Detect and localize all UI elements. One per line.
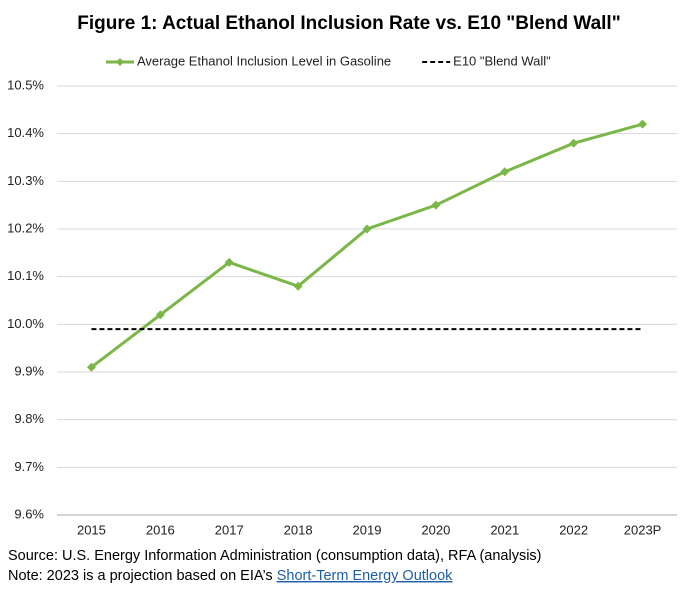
x-tick-label: 2019: [353, 522, 382, 537]
outlook-link[interactable]: Short-Term Energy Outlook: [277, 568, 453, 584]
legend-label: Average Ethanol Inclusion Level in Gasol…: [137, 53, 391, 68]
legend-label: E10 "Blend Wall": [453, 53, 551, 68]
y-tick-label: 10.3%: [7, 173, 44, 188]
y-tick-label: 10.2%: [7, 220, 44, 235]
y-tick-label: 10.0%: [7, 316, 44, 331]
x-tick-label: 2022: [559, 522, 588, 537]
series-line: [90, 122, 643, 369]
y-tick-label: 9.8%: [14, 411, 44, 426]
chart-title: Figure 1: Actual Ethanol Inclusion Rate …: [77, 13, 620, 34]
point-marker: [86, 362, 96, 372]
point-marker: [500, 167, 510, 177]
point-marker: [224, 257, 234, 267]
y-tick-label: 9.7%: [14, 459, 44, 474]
x-tick-label: 2021: [490, 522, 519, 537]
point-marker: [293, 281, 303, 291]
point-marker: [638, 119, 648, 129]
x-tick-label: 2018: [284, 522, 313, 537]
y-tick-label: 10.1%: [7, 268, 44, 283]
x-tick-label: 2017: [215, 522, 244, 537]
source-note: Source: U.S. Energy Information Administ…: [8, 548, 542, 564]
y-tick-label: 10.4%: [7, 125, 44, 140]
x-tick-label: 2020: [421, 522, 450, 537]
legend-marker: [116, 58, 124, 66]
y-tick-label: 10.5%: [7, 77, 44, 92]
x-tick-label: 2023P: [624, 522, 662, 537]
projection-note: Note: 2023 is a projection based on EIA’…: [8, 568, 453, 584]
y-tick-label: 9.9%: [14, 363, 44, 378]
point-marker: [569, 138, 579, 148]
point-marker: [155, 310, 165, 320]
x-tick-label: 2016: [146, 522, 175, 537]
point-marker: [431, 200, 441, 210]
note-text: Note: 2023 is a projection based on EIA’…: [8, 568, 273, 584]
x-tick-label: 2015: [77, 522, 106, 537]
y-tick-label: 9.6%: [14, 506, 44, 521]
point-marker: [362, 224, 372, 234]
